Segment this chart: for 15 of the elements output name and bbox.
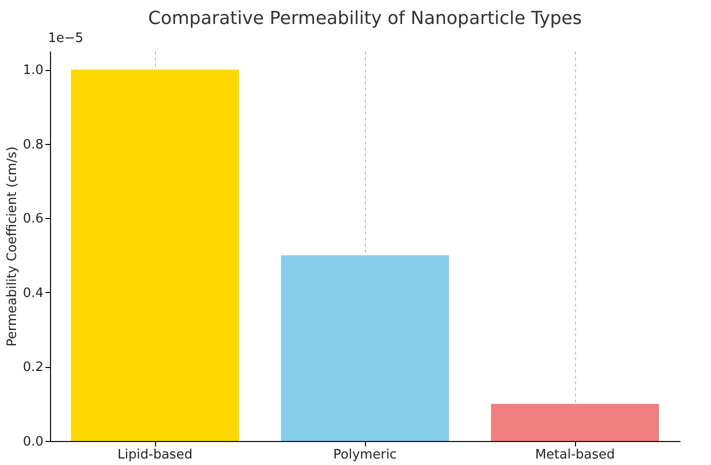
y-tick-label: 0.2 — [22, 360, 44, 376]
bar — [491, 404, 659, 441]
y-tick-label: 0.8 — [22, 137, 44, 152]
x-tick-label: Polymeric — [333, 448, 397, 462]
x-tick-label: Metal-based — [535, 448, 615, 462]
text: 1e−5 — [48, 31, 84, 46]
y-tick-label: 0.4 — [22, 286, 44, 301]
bar — [71, 70, 239, 441]
y-axis-title: Permeability Coefficient (cm/s) — [4, 146, 20, 347]
bar — [281, 255, 449, 441]
y-tick-label: 1.0 — [22, 63, 44, 78]
chart-title: Comparative Permeability of Nanoparticle Types — [148, 8, 582, 29]
y-tick-label: 0.6 — [22, 212, 44, 227]
x-tick-label: Lipid-based — [118, 448, 192, 462]
y-tick-label: 0.0 — [22, 434, 44, 450]
